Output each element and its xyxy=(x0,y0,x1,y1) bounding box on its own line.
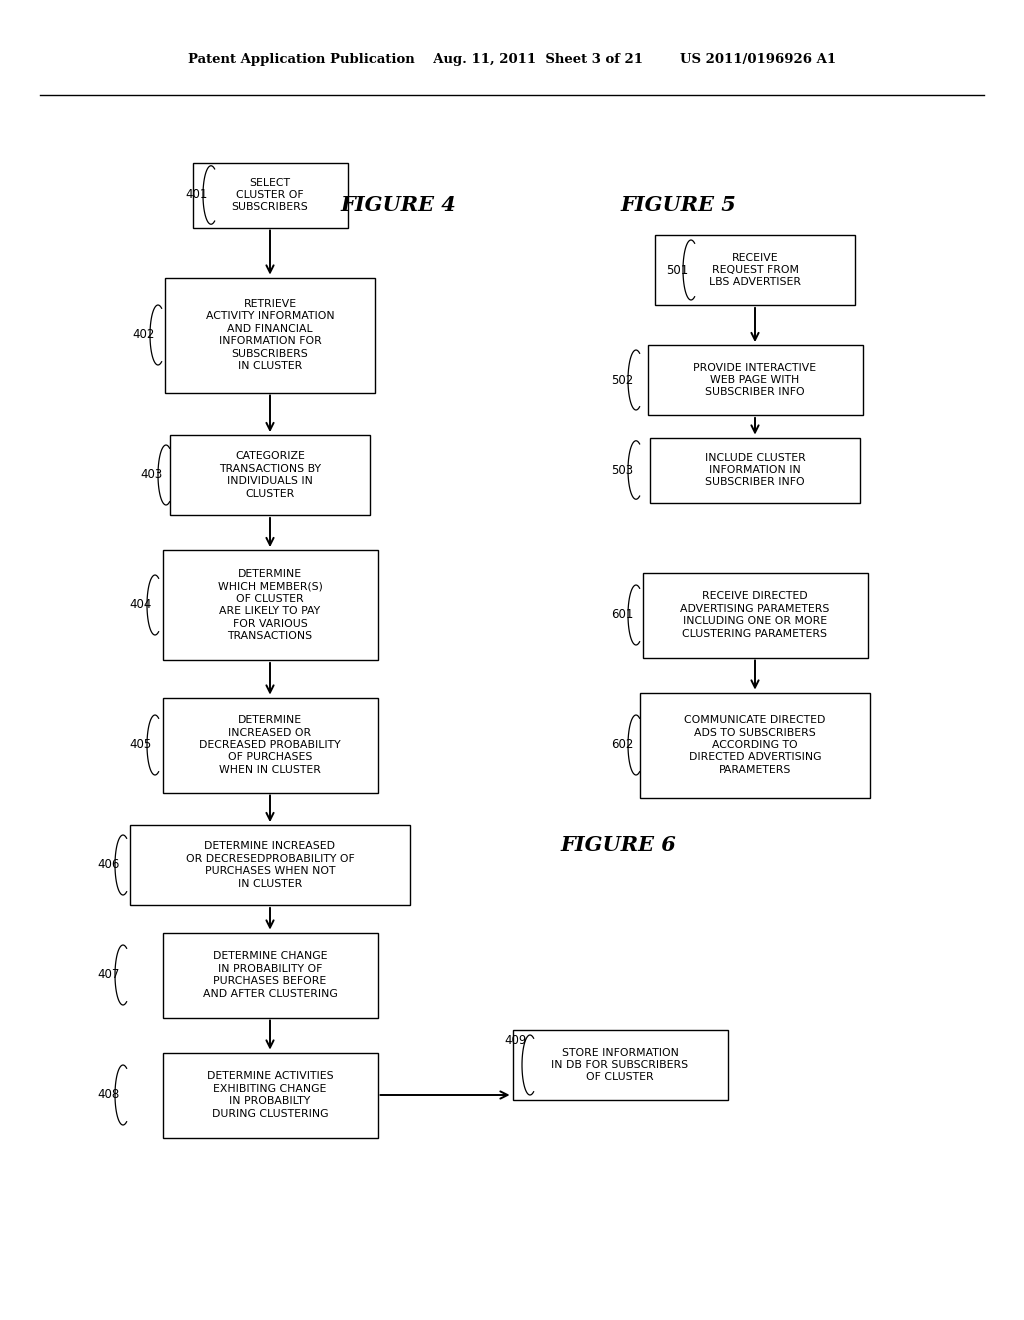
Text: 503: 503 xyxy=(611,463,633,477)
FancyBboxPatch shape xyxy=(655,235,855,305)
Text: 407: 407 xyxy=(97,969,120,982)
Text: RECEIVE DIRECTED
ADVERTISING PARAMETERS
INCLUDING ONE OR MORE
CLUSTERING PARAMET: RECEIVE DIRECTED ADVERTISING PARAMETERS … xyxy=(680,591,829,639)
FancyBboxPatch shape xyxy=(163,932,378,1018)
Text: FIGURE 6: FIGURE 6 xyxy=(560,836,676,855)
FancyBboxPatch shape xyxy=(163,550,378,660)
Text: DETERMINE INCREASED
OR DECRESEDPROBABILITY OF
PURCHASES WHEN NOT
IN CLUSTER: DETERMINE INCREASED OR DECRESEDPROBABILI… xyxy=(185,841,354,888)
Text: DETERMINE
WHICH MEMBER(S)
OF CLUSTER
ARE LIKELY TO PAY
FOR VARIOUS
TRANSACTIONS: DETERMINE WHICH MEMBER(S) OF CLUSTER ARE… xyxy=(217,569,323,642)
Text: Patent Application Publication    Aug. 11, 2011  Sheet 3 of 21        US 2011/01: Patent Application Publication Aug. 11, … xyxy=(188,54,836,66)
Text: 408: 408 xyxy=(97,1089,120,1101)
Text: STORE INFORMATION
IN DB FOR SUBSCRIBERS
OF CLUSTER: STORE INFORMATION IN DB FOR SUBSCRIBERS … xyxy=(552,1048,688,1082)
FancyBboxPatch shape xyxy=(642,573,867,657)
FancyBboxPatch shape xyxy=(512,1030,727,1100)
Text: PROVIDE INTERACTIVE
WEB PAGE WITH
SUBSCRIBER INFO: PROVIDE INTERACTIVE WEB PAGE WITH SUBSCR… xyxy=(693,363,816,397)
Text: COMMUNICATE DIRECTED
ADS TO SUBSCRIBERS
ACCORDING TO
DIRECTED ADVERTISING
PARAME: COMMUNICATE DIRECTED ADS TO SUBSCRIBERS … xyxy=(684,715,825,775)
FancyBboxPatch shape xyxy=(170,436,370,515)
Text: DETERMINE
INCREASED OR
DECREASED PROBABILITY
OF PURCHASES
WHEN IN CLUSTER: DETERMINE INCREASED OR DECREASED PROBABI… xyxy=(200,715,341,775)
Text: 405: 405 xyxy=(130,738,152,751)
FancyBboxPatch shape xyxy=(130,825,410,906)
FancyBboxPatch shape xyxy=(640,693,870,797)
Text: FIGURE 5: FIGURE 5 xyxy=(620,195,736,215)
Text: 502: 502 xyxy=(610,374,633,387)
Text: RECEIVE
REQUEST FROM
LBS ADVERTISER: RECEIVE REQUEST FROM LBS ADVERTISER xyxy=(709,252,801,288)
Text: SELECT
CLUSTER OF
SUBSCRIBERS: SELECT CLUSTER OF SUBSCRIBERS xyxy=(231,178,308,213)
FancyBboxPatch shape xyxy=(650,437,860,503)
FancyBboxPatch shape xyxy=(163,1052,378,1138)
Text: FIGURE 4: FIGURE 4 xyxy=(340,195,456,215)
Text: 402: 402 xyxy=(133,329,155,342)
Text: 501: 501 xyxy=(666,264,688,276)
Text: 406: 406 xyxy=(97,858,120,871)
Text: DETERMINE CHANGE
IN PROBABILITY OF
PURCHASES BEFORE
AND AFTER CLUSTERING: DETERMINE CHANGE IN PROBABILITY OF PURCH… xyxy=(203,952,337,999)
Text: DETERMINE ACTIVITIES
EXHIBITING CHANGE
IN PROBABILTY
DURING CLUSTERING: DETERMINE ACTIVITIES EXHIBITING CHANGE I… xyxy=(207,1072,334,1118)
Text: CATEGORIZE
TRANSACTIONS BY
INDIVIDUALS IN
CLUSTER: CATEGORIZE TRANSACTIONS BY INDIVIDUALS I… xyxy=(219,451,321,499)
Text: INCLUDE CLUSTER
INFORMATION IN
SUBSCRIBER INFO: INCLUDE CLUSTER INFORMATION IN SUBSCRIBE… xyxy=(705,453,805,487)
FancyBboxPatch shape xyxy=(165,277,375,392)
FancyBboxPatch shape xyxy=(163,697,378,792)
FancyBboxPatch shape xyxy=(647,345,862,414)
Text: 403: 403 xyxy=(140,469,163,482)
Text: 601: 601 xyxy=(610,609,633,622)
Text: 404: 404 xyxy=(130,598,152,611)
Text: RETRIEVE
ACTIVITY INFORMATION
AND FINANCIAL
INFORMATION FOR
SUBSCRIBERS
IN CLUST: RETRIEVE ACTIVITY INFORMATION AND FINANC… xyxy=(206,300,334,371)
FancyBboxPatch shape xyxy=(193,162,347,227)
Text: 401: 401 xyxy=(185,189,208,202)
Text: 409: 409 xyxy=(505,1034,527,1047)
Text: 602: 602 xyxy=(610,738,633,751)
